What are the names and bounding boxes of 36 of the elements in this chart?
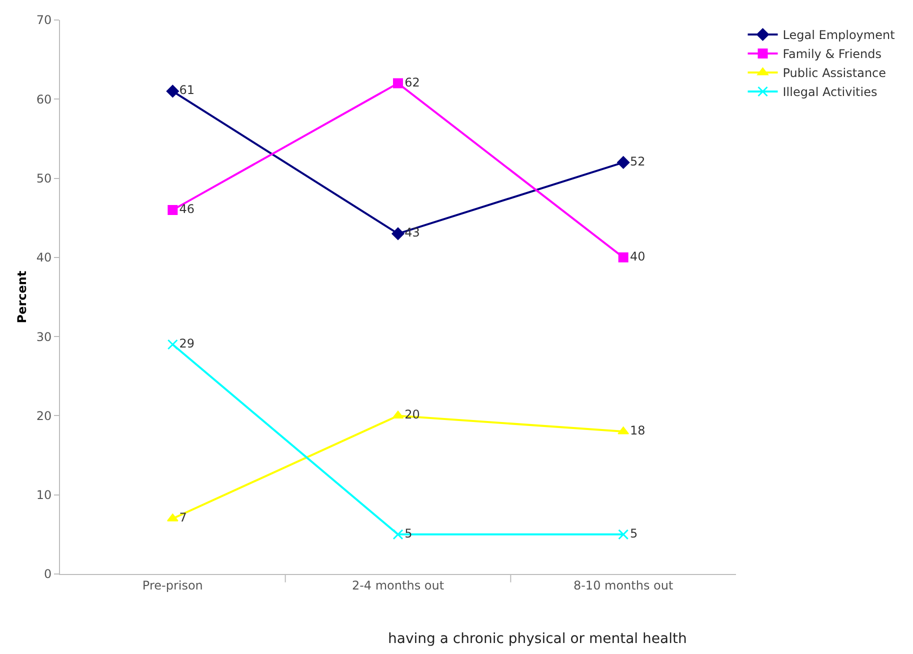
y-tick-label: 70: [36, 13, 52, 28]
y-tick-label: 30: [36, 330, 52, 344]
point: [393, 78, 403, 88]
data-label: 46: [179, 202, 195, 216]
y-tick-label: 50: [36, 171, 52, 186]
legend-label: Illegal Activities: [782, 85, 878, 100]
data-label: 52: [630, 154, 646, 168]
point: [167, 339, 178, 350]
y-tick-label: 10: [36, 488, 52, 502]
y-tick-label: 40: [36, 250, 52, 265]
text: having a chronic physical or mental health: [388, 631, 687, 647]
data-label: 29: [179, 336, 195, 350]
point: [618, 529, 629, 540]
point: [168, 204, 178, 215]
point: [166, 84, 180, 98]
point: [616, 156, 630, 169]
legend-label: Family & Friends: [782, 47, 882, 62]
legend-label: Public Assistance: [782, 66, 886, 80]
data-label: 43: [404, 226, 420, 240]
y-tick-label: 0: [44, 567, 52, 582]
data-label: 5: [630, 526, 638, 540]
y-axis-title: Percent: [15, 270, 29, 324]
x-tick-label: Pre-prison: [142, 578, 203, 592]
point: [392, 529, 404, 540]
y-tick-label: 60: [36, 92, 52, 106]
data-label: 40: [630, 249, 646, 264]
legend-label: Legal Employment: [782, 28, 896, 42]
point: [392, 227, 404, 240]
data-label: 7: [179, 510, 187, 525]
data-label: 61: [179, 83, 195, 98]
data-label: 18: [630, 424, 646, 438]
x-tick-label: 8-10 months out: [573, 578, 674, 592]
x-tick-label: 2-4 months out: [352, 578, 444, 592]
y-tick-label: 20: [36, 408, 52, 423]
point: [618, 252, 628, 262]
data-label: 62: [404, 75, 420, 90]
